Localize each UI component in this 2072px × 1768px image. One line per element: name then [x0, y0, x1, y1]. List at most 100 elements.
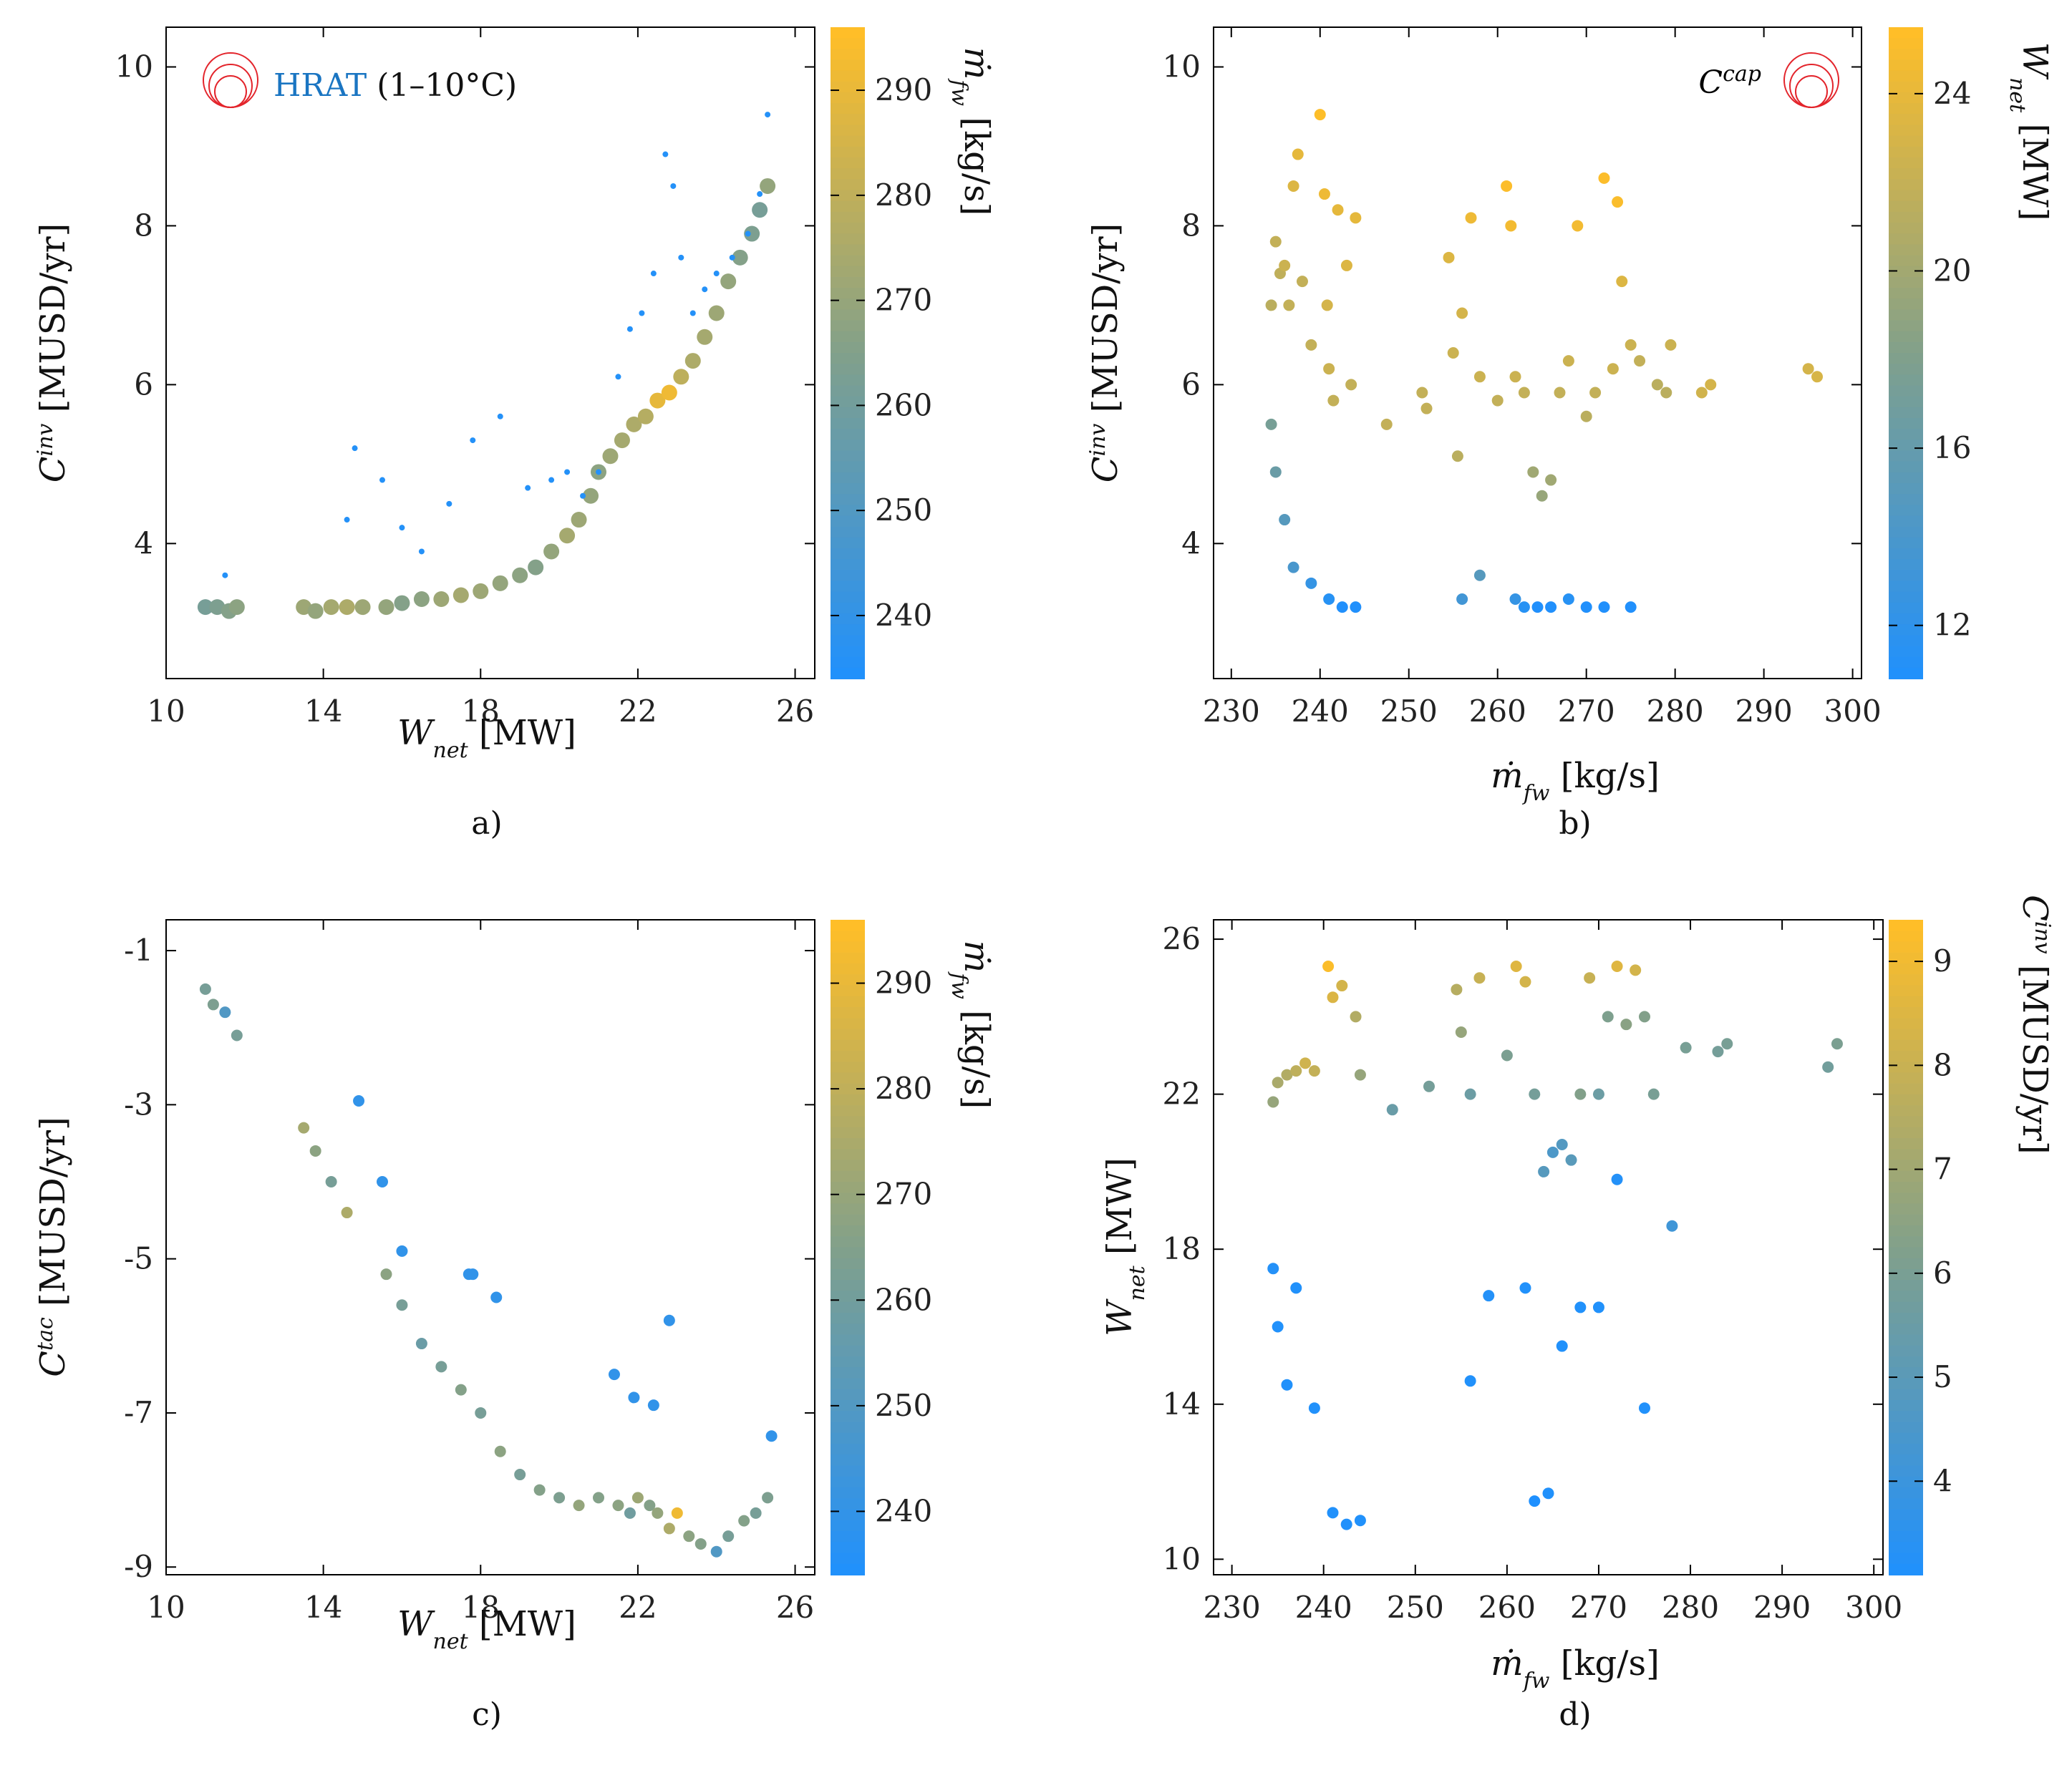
colorbar-tick-label-d: 9: [1933, 943, 1952, 978]
point-a-main: [452, 587, 469, 603]
point-b-points: [1269, 466, 1282, 478]
y-axis-label-a: Cinv [MUSD/yr]: [33, 223, 74, 483]
colorbar-band-a: [831, 331, 865, 343]
point-b-points: [1518, 387, 1530, 399]
point-c-points: [396, 1299, 408, 1311]
point-c-points: [738, 1515, 750, 1527]
y-tick-label-b: 8: [1181, 208, 1201, 243]
y-axis-label-b: Cinv [MUSD/yr]: [1085, 223, 1126, 483]
point-c-points: [612, 1500, 624, 1512]
panel-d: 230 240 250 260 270 280 290 300 10 14 18 22 26 4 5 6 7 8 9…: [1100, 895, 2056, 1733]
colorbar-band-a: [831, 439, 865, 452]
colorbar-band-b: [1889, 418, 1923, 430]
point-c-points: [415, 1338, 427, 1350]
point-a-main: [661, 384, 677, 401]
colorbar-band-d: [1889, 1553, 1923, 1565]
y-axis-label-d: Wnet [MW]: [1100, 1157, 1150, 1336]
colorbar-band-d: [1889, 1400, 1923, 1412]
point-c-points: [647, 1399, 659, 1412]
colorbar-band-d: [1889, 1149, 1923, 1161]
point-b-points: [1279, 514, 1291, 526]
y-tick-label-b: 10: [1163, 49, 1201, 84]
colorbar-band-d: [1889, 1509, 1923, 1521]
point-b-points: [1305, 339, 1317, 351]
colorbar-band-b: [1889, 255, 1923, 267]
point-b-points: [1416, 387, 1428, 399]
point-c-points: [396, 1245, 408, 1257]
point-a-outliers: [525, 485, 531, 491]
point-b-points: [1572, 220, 1584, 232]
colorbar-tick-label-d: 7: [1933, 1152, 1952, 1187]
point-c-points: [309, 1145, 321, 1157]
point-d-points: [1721, 1038, 1733, 1050]
point-b-points: [1447, 347, 1459, 359]
colorbar-band-b: [1889, 81, 1923, 93]
colorbar-band-b: [1889, 364, 1923, 376]
colorbar-band-b: [1889, 309, 1923, 321]
colorbar-band-d: [1889, 1214, 1923, 1226]
point-c-points: [694, 1538, 707, 1550]
point-d-points: [1538, 1165, 1550, 1177]
point-a-main: [559, 528, 576, 544]
point-d-points: [1666, 1220, 1678, 1232]
point-b-points: [1562, 355, 1574, 367]
colorbar-band-c: [831, 1007, 865, 1019]
point-a-main: [378, 599, 394, 616]
colorbar-tick-label-a: 280: [875, 178, 932, 213]
point-d-points: [1546, 1146, 1559, 1158]
point-a-main: [732, 249, 748, 266]
colorbar-band-b: [1889, 114, 1923, 126]
colorbar-band-d: [1889, 1280, 1923, 1292]
colorbar-band-c: [831, 1193, 865, 1205]
colorbar-band-b: [1889, 602, 1923, 614]
colorbar-band-a: [831, 233, 865, 246]
point-d-points: [1556, 1340, 1568, 1352]
point-a-outliers: [418, 548, 425, 555]
point-b-points: [1321, 299, 1333, 311]
point-a-outliers: [344, 517, 350, 523]
colorbar-band-b: [1889, 515, 1923, 528]
point-b-points: [1279, 259, 1291, 271]
colorbar-band-c: [831, 1422, 865, 1434]
colorbar-band-a: [831, 396, 865, 408]
point-c-points: [490, 1291, 503, 1303]
colorbar-band-d: [1889, 985, 1923, 997]
colorbar-band-d: [1889, 1039, 1923, 1051]
x-tick-label-b: 240: [1292, 694, 1349, 729]
colorbar-band-d: [1889, 1301, 1923, 1313]
colorbar-band-b: [1889, 429, 1923, 441]
point-d-points: [1565, 1154, 1577, 1166]
colorbar-band-b: [1889, 200, 1923, 213]
x-tick-label-a: 18: [462, 694, 500, 729]
point-a-main: [512, 567, 528, 583]
colorbar-band-c: [831, 1247, 865, 1259]
colorbar-band-c: [831, 985, 865, 997]
point-b-points: [1323, 593, 1335, 606]
point-b-points: [1296, 276, 1308, 288]
colorbar-band-c: [831, 931, 865, 943]
point-d-points: [1831, 1038, 1843, 1050]
colorbar-band-a: [831, 364, 865, 376]
point-b-points: [1580, 601, 1592, 613]
colorbar-band-a: [831, 190, 865, 202]
colorbar-tick-label-b: 24: [1933, 76, 1971, 111]
y-tick-label-b: 6: [1181, 366, 1201, 402]
point-b-points: [1283, 299, 1295, 311]
point-a-main: [649, 392, 666, 409]
y-tick-label-a: 8: [134, 208, 153, 243]
colorbar-band-d: [1889, 1269, 1923, 1281]
colorbar-tick-label-c: 270: [875, 1177, 932, 1212]
colorbar-band-b: [1889, 548, 1923, 560]
colorbar-band-d: [1889, 1323, 1923, 1336]
panel-label-b: b): [1559, 805, 1591, 842]
point-a-outliers: [713, 271, 720, 277]
point-b-points: [1695, 387, 1708, 399]
point-d-points: [1483, 1290, 1495, 1302]
colorbar-band-c: [831, 1531, 865, 1543]
point-c-points: [631, 1492, 644, 1504]
colorbar-band-c: [831, 1039, 865, 1051]
point-d-points: [1592, 1088, 1604, 1100]
point-d-points: [1354, 1069, 1366, 1081]
colorbar-band-d: [1889, 1236, 1923, 1248]
colorbar-tick-label-d: 4: [1933, 1463, 1952, 1498]
